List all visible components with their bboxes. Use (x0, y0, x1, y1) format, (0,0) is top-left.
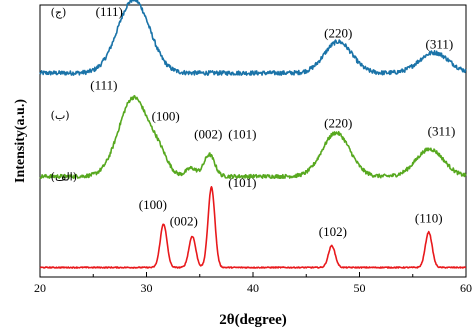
peak-label: (101) (228, 126, 256, 141)
x-tick-label: 60 (460, 281, 472, 295)
panel-label-top: (ج) (51, 6, 67, 19)
peak-label: (111) (90, 77, 117, 92)
peak-labels: (ج) (111)(220)(311)(ب)(111)(100)(002) (101… (51, 4, 456, 239)
x-tick-label: 40 (247, 281, 259, 295)
peak-label: (101) (228, 175, 256, 190)
x-tick-label: 30 (141, 281, 153, 295)
peak-label: (100) (139, 197, 167, 212)
peak-label: (002) (170, 213, 198, 228)
peak-label: (220) (324, 115, 352, 130)
peak-label: (220) (324, 26, 352, 41)
x-axis-title: 2θ(degree) (219, 312, 287, 328)
panel-label-bottom: (الف) (51, 170, 77, 183)
series-line-top (39, 0, 467, 76)
peak-label: (311) (428, 124, 456, 139)
peak-label: (102) (319, 224, 347, 239)
peak-label: (311) (426, 37, 454, 52)
peak-label: (100) (152, 109, 180, 124)
series-layer (39, 0, 467, 269)
peak-label: (110) (415, 211, 443, 226)
peak-label: (111) (96, 4, 123, 19)
x-tick-label: 20 (34, 281, 46, 295)
panel-label-middle: (ب) (51, 109, 70, 122)
x-ticks: 20 30 40 50 60 (34, 272, 472, 295)
peak-label: (002) (194, 126, 222, 141)
y-axis-title: Intensity(a.u.) (13, 99, 28, 183)
series-line-middle (39, 94, 467, 180)
x-tick-label: 50 (354, 281, 366, 295)
series-line-bottom (39, 186, 467, 269)
